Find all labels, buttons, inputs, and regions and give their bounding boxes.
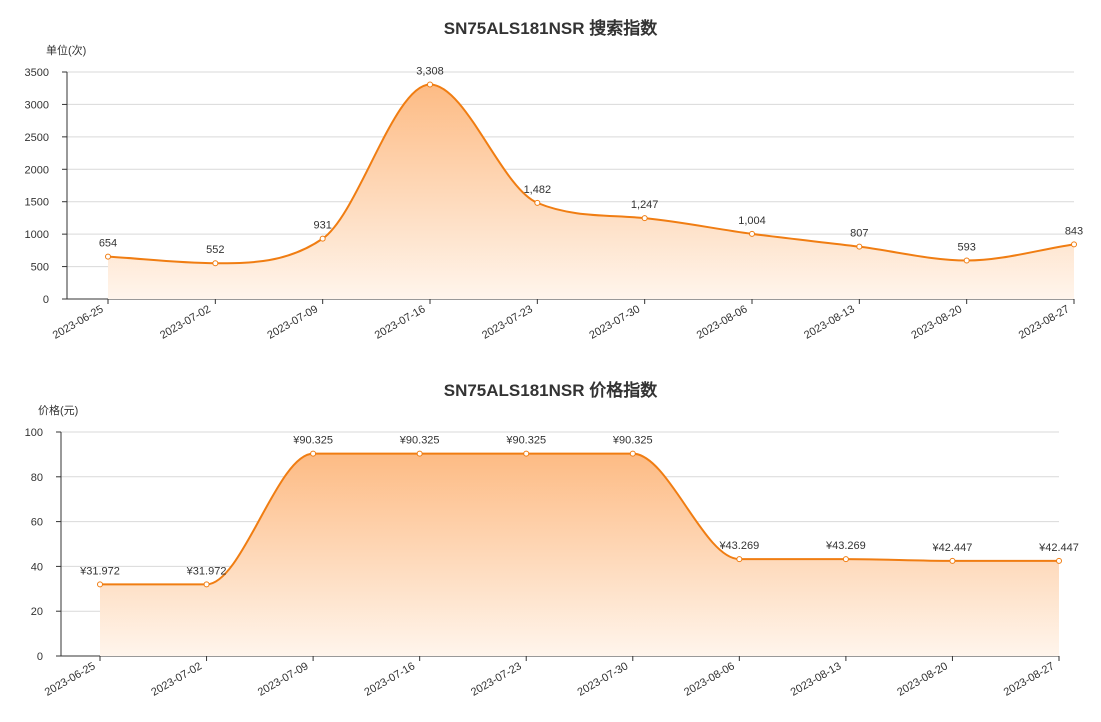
data-point[interactable]	[842, 556, 849, 563]
x-tick-label: 2023-08-20	[895, 660, 950, 699]
x-tick-label: 2023-07-30	[576, 660, 631, 699]
x-tick-label: 2023-08-27	[1017, 303, 1072, 342]
y-axis-label: 价格(元)	[38, 405, 79, 417]
x-tick-label: 2023-08-13	[789, 660, 844, 699]
area-fill	[108, 84, 1074, 299]
data-point[interactable]	[1056, 557, 1062, 564]
data-label: ¥43.269	[825, 540, 866, 552]
data-label: 654	[99, 238, 117, 250]
price-index-plot: 0 20 40 60 80 100 2023-06-25 2023-07-02 2023-07-…	[25, 427, 1079, 699]
data-label: ¥90.325	[612, 435, 653, 447]
data-label: ¥42.447	[1038, 542, 1079, 554]
data-label: ¥90.325	[505, 435, 546, 447]
search-index-plot: 0 500 1000 1500 2000 2500 3000 3500 2023-06-25 20…	[25, 65, 1084, 342]
data-point[interactable]	[97, 581, 103, 588]
x-tick-label: 2023-07-16	[362, 660, 417, 699]
series-line	[100, 452, 1059, 586]
y-tick-label: 80	[31, 472, 43, 484]
area-fill	[100, 453, 1059, 656]
y-tick-label: 100	[25, 427, 43, 439]
data-point[interactable]	[629, 450, 636, 457]
y-tick-label: 20	[31, 606, 43, 618]
x-tick-label: 2023-07-02	[149, 660, 204, 699]
data-point[interactable]	[949, 557, 956, 564]
series-line	[107, 83, 1075, 265]
data-point[interactable]	[856, 243, 863, 250]
data-point[interactable]	[203, 581, 210, 588]
data-label: ¥43.269	[718, 540, 759, 552]
data-label: ¥42.447	[932, 542, 973, 554]
data-label: 843	[1065, 225, 1083, 237]
data-point[interactable]	[310, 450, 317, 457]
data-label: ¥31.972	[79, 565, 120, 577]
data-point[interactable]	[963, 257, 970, 264]
x-tick-label: 2023-06-25	[51, 303, 106, 342]
price-index-chart: SN75ALS181NSR 价格指数 价格(元) 0 20 40 60 80 100 202…	[0, 360, 1101, 722]
data-point[interactable]	[749, 230, 755, 237]
chart-title: SN75ALS181NSR 搜索指数	[443, 19, 658, 38]
x-tick-label: 2023-06-25	[43, 660, 98, 699]
x-tick-label: 2023-07-23	[469, 660, 524, 699]
data-point[interactable]	[427, 81, 433, 88]
x-tick-label: 2023-07-02	[158, 303, 213, 342]
data-point[interactable]	[212, 260, 219, 267]
x-tick-label: 2023-08-13	[802, 303, 857, 342]
data-label: 593	[957, 242, 975, 254]
y-tick-label: 3500	[25, 67, 49, 79]
data-label: 1,004	[738, 215, 766, 227]
y-tick-label: 0	[37, 651, 43, 663]
y-tick-label: 2500	[25, 132, 49, 144]
data-point[interactable]	[105, 253, 111, 260]
y-axis-label: 单位(次)	[46, 45, 87, 57]
data-point[interactable]	[1071, 241, 1077, 248]
y-tick-label: 0	[43, 294, 49, 306]
data-point[interactable]	[416, 450, 423, 457]
x-tick-label: 2023-07-23	[480, 303, 535, 342]
data-label: 552	[206, 244, 224, 256]
data-label: 807	[850, 228, 868, 240]
data-label: 931	[313, 220, 331, 232]
x-tick-label: 2023-07-09	[256, 660, 311, 699]
data-label: 1,247	[631, 199, 659, 211]
data-point[interactable]	[736, 556, 743, 563]
search-index-chart: SN75ALS181NSR 搜索指数 单位(次) 0 500 1000 1500 200…	[0, 0, 1101, 360]
data-label: 1,482	[524, 184, 552, 196]
y-tick-label: 2000	[25, 164, 49, 176]
x-tick-label: 2023-08-27	[1002, 660, 1057, 699]
data-label: ¥90.325	[292, 435, 333, 447]
y-tick-label: 3000	[25, 99, 49, 111]
y-tick-label: 40	[31, 561, 43, 573]
data-label: ¥31.972	[186, 565, 227, 577]
x-tick-label: 2023-08-06	[695, 303, 750, 342]
data-point[interactable]	[319, 235, 326, 242]
y-tick-label: 500	[31, 262, 49, 274]
data-point[interactable]	[641, 215, 648, 222]
x-tick-label: 2023-08-06	[682, 660, 737, 699]
data-point[interactable]	[523, 450, 530, 457]
data-label: 3,308	[416, 65, 444, 77]
y-tick-label: 60	[31, 517, 43, 529]
x-tick-label: 2023-08-20	[909, 303, 964, 342]
chart-title: SN75ALS181NSR 价格指数	[443, 381, 658, 400]
data-label: ¥90.325	[399, 435, 440, 447]
data-point[interactable]	[534, 199, 541, 206]
x-tick-label: 2023-07-16	[373, 303, 428, 342]
y-tick-label: 1000	[25, 229, 49, 241]
x-tick-label: 2023-07-30	[587, 303, 642, 342]
y-tick-label: 1500	[25, 197, 49, 209]
x-tick-label: 2023-07-09	[265, 303, 320, 342]
